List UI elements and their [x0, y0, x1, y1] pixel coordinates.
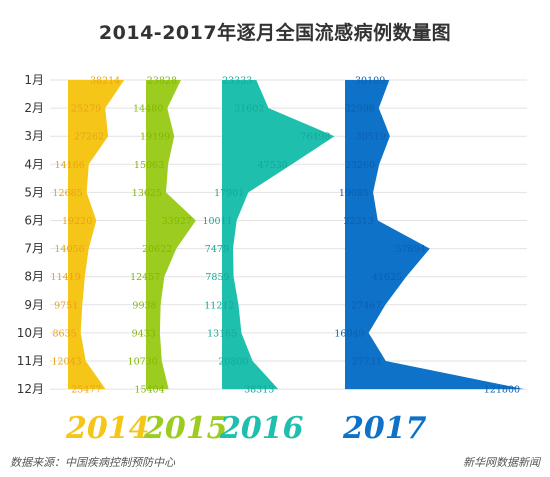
data-source-note: 数据来源：中国疾病控制预防中心 [10, 456, 175, 469]
month-label: 2月 [24, 101, 44, 115]
data-label-2014: 14166 [55, 160, 85, 171]
data-label-2016: 11212 [204, 300, 234, 311]
year-label-2014: 2014 [65, 411, 150, 446]
data-label-2015: 15063 [134, 160, 164, 171]
data-label-2014: 11419 [51, 272, 81, 283]
area-series-2015 [146, 80, 196, 390]
data-label-2014: 19220 [62, 216, 92, 227]
data-label-2017: 23260 [345, 160, 375, 171]
data-label-2016: 76498 [300, 132, 330, 143]
data-label-2015: 20622 [142, 244, 172, 255]
data-label-2016: 20800 [218, 357, 248, 368]
data-label-2016: 17901 [214, 188, 244, 199]
data-label-2015: 33927 [162, 216, 192, 227]
month-label: 7月 [24, 242, 44, 256]
data-label-2017: 30519 [356, 132, 386, 143]
data-label-2014: 9751 [54, 300, 78, 311]
month-label: 8月 [24, 270, 44, 284]
area-series-2017 [345, 80, 524, 390]
data-label-2017: 121800 [484, 385, 520, 396]
chart-title: 2014-2017年逐月全国流感病例数量图 [98, 22, 452, 44]
month-label: 10月 [17, 326, 44, 340]
area-series-2014 [68, 80, 125, 390]
year-label-2015: 2015 [143, 411, 228, 446]
data-label-2014: 25279 [71, 104, 101, 115]
data-label-2016: 47530 [258, 160, 288, 171]
year-label-2016: 2016 [219, 411, 304, 446]
data-label-2017: 27731 [352, 357, 382, 368]
data-label-2015: 9433 [132, 328, 156, 339]
data-label-2014: 27262 [74, 132, 104, 143]
data-label-2017: 19085 [339, 188, 369, 199]
data-label-2014: 8635 [53, 328, 77, 339]
data-label-2015: 19199 [140, 132, 170, 143]
data-label-2015: 23828 [147, 76, 177, 87]
data-label-2016: 31602 [234, 104, 264, 115]
data-label-2017: 22313 [344, 216, 374, 227]
data-label-2016: 38313 [244, 385, 274, 396]
data-label-2014: 14056 [54, 244, 84, 255]
data-label-2015: 13625 [132, 188, 162, 199]
data-label-2016: 7859 [205, 272, 229, 283]
data-label-2014: 12685 [52, 188, 82, 199]
data-label-2016: 23333 [222, 76, 252, 87]
data-label-2016: 13165 [207, 328, 237, 339]
data-label-2014: 12043 [51, 357, 81, 368]
data-label-2014: 25477 [71, 385, 101, 396]
month-label: 5月 [24, 185, 44, 199]
month-label: 9月 [24, 298, 44, 312]
data-label-2017: 30109 [355, 76, 385, 87]
data-label-2017: 22998 [345, 104, 375, 115]
data-label-2017: 16049 [334, 328, 364, 339]
month-label: 12月 [17, 382, 44, 396]
data-label-2014: 38214 [90, 76, 120, 87]
data-label-2017: 41625 [372, 272, 402, 283]
data-label-2017: 27467 [351, 300, 381, 311]
year-label-2017: 2017 [342, 411, 427, 446]
data-label-2015: 9938 [132, 300, 156, 311]
month-label: 11月 [17, 354, 44, 368]
data-label-2016: 7479 [205, 244, 229, 255]
area-series-2016 [222, 80, 335, 390]
publisher-credit: 新华网数据新闻 [463, 456, 540, 469]
month-label: 6月 [24, 214, 44, 228]
data-label-2015: 15404 [134, 385, 164, 396]
data-label-2015: 12457 [130, 272, 160, 283]
data-label-2015: 14480 [133, 104, 163, 115]
data-label-2016: 10011 [202, 216, 232, 227]
data-label-2017: 57694 [396, 244, 426, 255]
month-label: 1月 [24, 73, 44, 87]
data-label-2015: 10730 [128, 357, 158, 368]
month-label: 4月 [24, 157, 44, 171]
month-label: 3月 [24, 129, 44, 143]
